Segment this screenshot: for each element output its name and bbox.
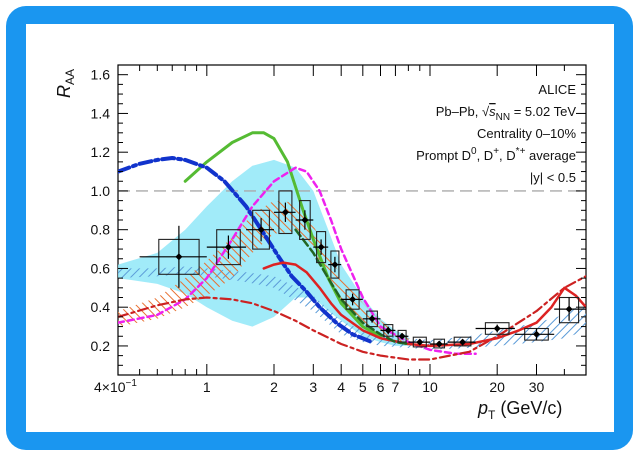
- annotation-prompt: Prompt D0, D+, D*+ average: [416, 146, 576, 163]
- x-tick-label: 10: [422, 379, 438, 395]
- data-point: [565, 305, 573, 313]
- annotation-rapidity: |y| < 0.5: [530, 170, 576, 185]
- x-axis-title-unit: (GeV/c): [495, 398, 562, 418]
- annotation-block: ALICE Pb–Pb, √sNN = 5.02 TeV Centrality …: [416, 82, 576, 185]
- annotation-experiment: ALICE: [538, 82, 576, 97]
- data-point: [317, 243, 325, 251]
- d-plus-text: , D: [477, 148, 494, 163]
- data-point: [384, 326, 392, 334]
- x-tick-label: 2: [270, 379, 278, 395]
- average-text: average: [525, 148, 576, 163]
- data-point: [533, 330, 540, 338]
- x-tick-label: 30: [529, 379, 545, 395]
- band-cyan: [118, 159, 409, 346]
- data-point: [301, 216, 309, 224]
- data-point: [416, 338, 424, 346]
- data-point: [257, 226, 265, 234]
- s-subscript: NN: [496, 112, 510, 123]
- data-point: [435, 340, 443, 348]
- curve-dark_green: [294, 228, 410, 346]
- x-tick-mantissa: 4×10: [94, 379, 126, 395]
- y-tick-label: 0.4: [91, 299, 111, 315]
- y-tick-label: 0.6: [91, 260, 111, 276]
- y-tick-label: 1.4: [91, 105, 111, 121]
- y-tick-label: 0.2: [91, 338, 111, 354]
- annotation-collision: Pb–Pb, √sNN = 5.02 TeV: [436, 104, 577, 123]
- x-tick-label: 4×10−1: [94, 378, 137, 395]
- data-point: [331, 261, 339, 269]
- x-tick-label: 4: [337, 379, 345, 395]
- y-tick-label: 1.6: [91, 67, 111, 83]
- data-point: [175, 253, 183, 261]
- y-axis-title: RAA: [54, 69, 77, 98]
- collision-text: Pb–Pb,: [436, 104, 479, 119]
- x-tick-exponent: −1: [126, 378, 138, 389]
- y-tick-label: 1.2: [91, 144, 111, 160]
- data-point: [493, 325, 501, 332]
- sqrt-symbol: √: [482, 104, 490, 119]
- curve-red_dashdot: [118, 275, 586, 361]
- x-axis-title-main: p: [477, 398, 488, 418]
- x-tick-label: 1: [203, 379, 211, 395]
- energy-text: = 5.02 TeV: [510, 104, 576, 119]
- x-tick-label: 5: [359, 379, 367, 395]
- curve-blue_dashdot: [118, 156, 375, 345]
- data-point: [459, 338, 467, 346]
- data-point: [224, 243, 232, 251]
- d0-sup: 0: [471, 146, 477, 157]
- x-tick-label: 3: [309, 379, 317, 395]
- dstar-sup: *+: [516, 146, 526, 157]
- annotation-centrality: Centrality 0–10%: [477, 126, 576, 141]
- curve-green: [183, 131, 382, 338]
- d-plus-sup: +: [493, 146, 499, 157]
- y-axis-title-sub: AA: [63, 69, 77, 85]
- x-axis-title: pT (GeV/c): [477, 398, 562, 422]
- x-tick-label: 20: [489, 379, 505, 395]
- x-tick-label: 6: [377, 379, 385, 395]
- prompt-prefix: Prompt D: [416, 148, 471, 163]
- s-variable: s: [489, 104, 496, 119]
- y-tick-label: 1.0: [91, 183, 111, 199]
- y-axis-title-main: R: [54, 85, 74, 98]
- data-point: [368, 315, 376, 323]
- y-tick-label: 0.8: [91, 222, 111, 238]
- data-point: [281, 208, 289, 216]
- x-tick-label: 7: [392, 379, 400, 395]
- data-point: [398, 332, 406, 340]
- x-axis-title-sub: T: [488, 408, 496, 422]
- dstar-text: , D: [499, 148, 516, 163]
- data-point: [349, 295, 357, 303]
